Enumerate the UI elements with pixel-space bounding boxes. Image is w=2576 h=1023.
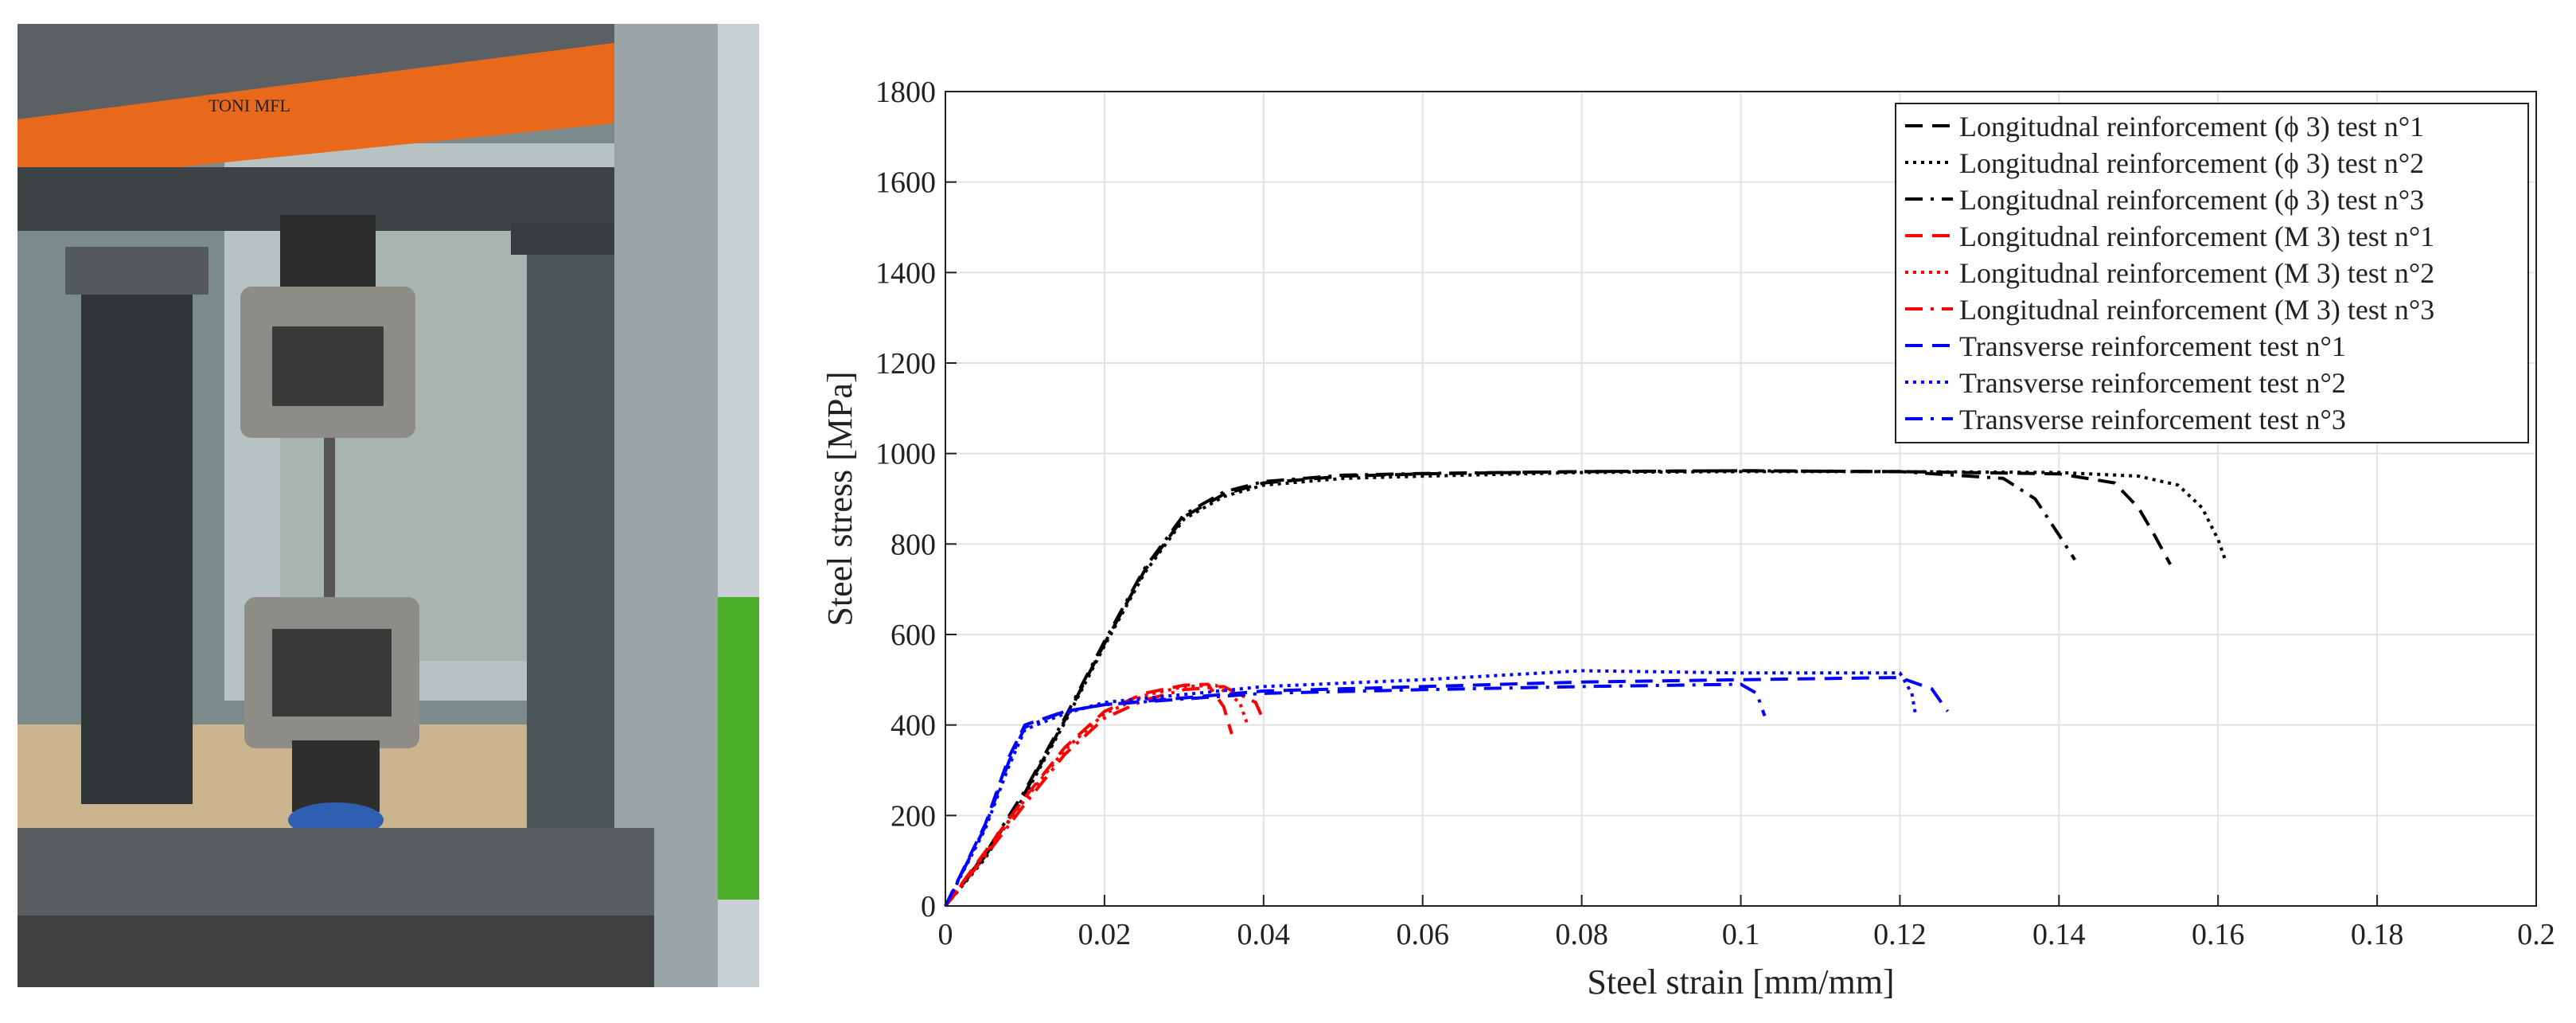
- legend-label: Longitudnal reinforcement (M 3) test n°2: [1959, 257, 2434, 289]
- x-axis-label: Steel strain [mm/mm]: [1587, 962, 1894, 1002]
- y-tick-label: 1000: [875, 438, 936, 471]
- legend: Longitudnal reinforcement (ϕ 3) test n°1…: [1895, 103, 2529, 443]
- x-tick-label: 0.12: [1873, 918, 1927, 951]
- x-tick-label: 0.2: [2517, 918, 2555, 951]
- y-tick-label: 800: [890, 528, 936, 561]
- chart-svg: 0 0.02 0.04 0.06 0.08 0.1 0.12 0.14 0.16 0.18 0.2 0…: [820, 76, 2555, 1002]
- x-tick-label: 0.16: [2192, 918, 2245, 951]
- x-tick-label: 0: [938, 918, 953, 951]
- y-tick-label: 1800: [875, 76, 936, 109]
- legend-label: Longitudnal reinforcement (ϕ 3) test n°3: [1959, 184, 2424, 216]
- series-line-5: [944, 683, 1249, 908]
- y-tick-label: 200: [890, 799, 936, 833]
- legend-label: Longitudnal reinforcement (M 3) test n°1: [1959, 221, 2434, 252]
- y-axis-label: Steel stress [MPa]: [820, 371, 859, 626]
- stress-strain-chart: 0 0.02 0.04 0.06 0.08 0.1 0.12 0.14 0.16 0.18 0.2 0…: [788, 0, 2576, 1019]
- legend-label: Longitudnal reinforcement (ϕ 3) test n°2: [1959, 147, 2424, 179]
- series-line-7: [944, 676, 1950, 907]
- series-line-4: [944, 682, 1233, 908]
- x-tick-label: 0.04: [1237, 918, 1291, 951]
- photo-illustration: TONI MFL: [18, 24, 759, 987]
- series-layer: [944, 469, 2228, 908]
- legend-label: Transverse reinforcement test n°1: [1959, 330, 2346, 362]
- machine-brand-label: TONI MFL: [208, 96, 290, 115]
- legend-label: Transverse reinforcement test n°3: [1959, 404, 2346, 435]
- series-line-6: [944, 685, 1265, 908]
- legend-label: Longitudnal reinforcement (ϕ 3) test n°1: [1959, 111, 2424, 143]
- legend-label: Longitudnal reinforcement (M 3) test n°3: [1959, 294, 2434, 326]
- ticks: 0 0.02 0.04 0.06 0.08 0.1 0.12 0.14 0.16 0.18 0.2 0…: [875, 76, 2555, 951]
- series-line-3: [944, 469, 2076, 908]
- x-tick-label: 0.08: [1555, 918, 1608, 951]
- x-tick-label: 0.1: [1722, 918, 1760, 951]
- legend-box: [1895, 103, 2529, 443]
- y-tick-label: 600: [890, 619, 936, 652]
- x-tick-label: 0.14: [2032, 918, 2086, 951]
- series-line-9: [944, 682, 1767, 907]
- y-tick-label: 1400: [875, 256, 936, 290]
- x-tick-label: 0.18: [2351, 918, 2404, 951]
- x-tick-label: 0.06: [1396, 918, 1449, 951]
- y-tick-label: 400: [890, 709, 936, 743]
- tensile-test-machine-photo: TONI MFL: [18, 24, 759, 987]
- y-tick-label: 0: [921, 890, 936, 923]
- y-tick-label: 1600: [875, 166, 936, 200]
- legend-label: Transverse reinforcement test n°2: [1959, 367, 2346, 399]
- y-tick-label: 1200: [875, 347, 936, 381]
- series-line-2: [944, 470, 2228, 908]
- x-tick-label: 0.02: [1078, 918, 1132, 951]
